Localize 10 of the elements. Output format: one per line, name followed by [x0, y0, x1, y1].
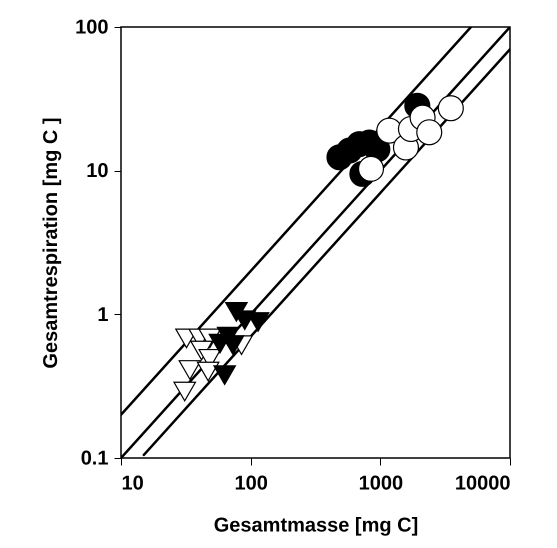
x-tick-label: 10000: [454, 472, 510, 494]
y-tick-label: 10: [86, 160, 108, 182]
y-tick-label: 0.1: [80, 448, 108, 470]
x-tick-label: 100: [234, 472, 268, 494]
x-tick-label: 10: [122, 472, 144, 494]
x-tick-label: 1000: [358, 472, 404, 494]
x-axis-title: Gesamtmasse [mg C]: [214, 514, 418, 536]
y-tick-label: 100: [75, 16, 108, 38]
y-tick-label: 1: [97, 304, 108, 326]
y-axis-title: Gesamtrespiration [mg C ]: [40, 117, 62, 369]
